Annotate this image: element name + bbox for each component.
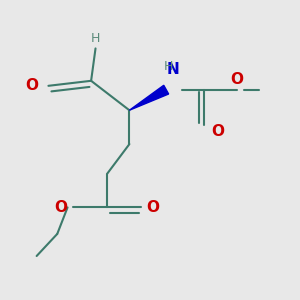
Text: O: O xyxy=(146,200,159,215)
Text: O: O xyxy=(54,200,67,215)
Text: N: N xyxy=(166,62,179,77)
Text: O: O xyxy=(230,72,243,87)
Text: H: H xyxy=(91,32,100,45)
Text: O: O xyxy=(211,124,224,139)
Text: O: O xyxy=(25,78,38,93)
Text: H: H xyxy=(164,60,173,74)
Polygon shape xyxy=(129,85,169,110)
